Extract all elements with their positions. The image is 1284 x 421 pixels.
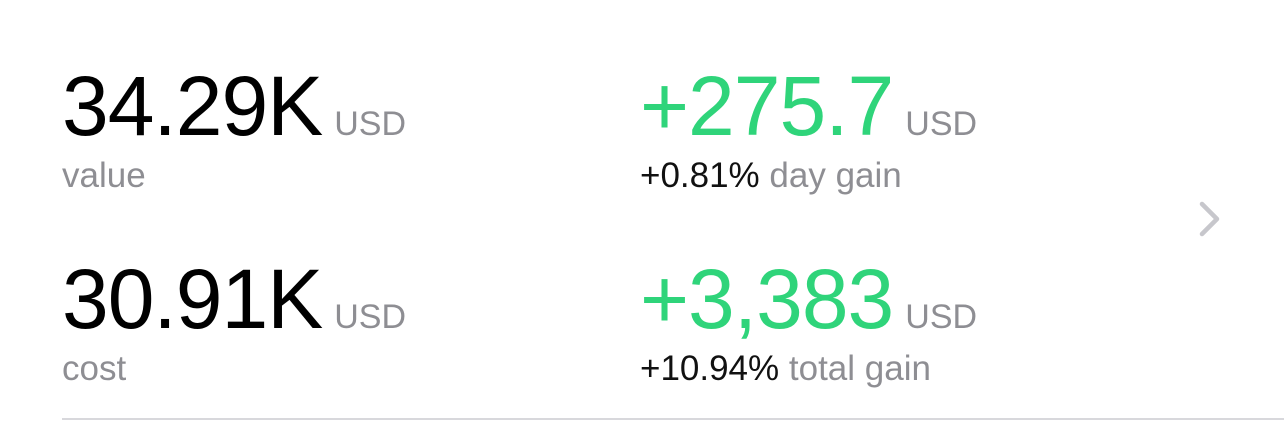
total-gain-percent: +10.94% xyxy=(640,349,780,388)
row-divider xyxy=(62,418,1284,420)
cost-label: cost xyxy=(62,349,127,388)
total-gain-caption: +10.94% total gain xyxy=(640,351,931,386)
day-gain-percent: +0.81% xyxy=(640,156,760,195)
total-gain: +3,383 USD +10.94% total gain xyxy=(640,257,977,386)
total-gain-amount: +3,383 xyxy=(640,252,894,346)
portfolio-value: 34.29K USD value xyxy=(62,64,406,193)
day-gain-caption: +0.81% day gain xyxy=(640,158,902,193)
cost-amount-row: 30.91K USD xyxy=(62,257,406,341)
day-gain: +275.7 USD +0.81% day gain xyxy=(640,64,977,193)
total-gain-amount-row: +3,383 USD xyxy=(640,257,977,341)
value-amount: 34.29K xyxy=(62,59,323,153)
cost-currency: USD xyxy=(334,298,407,336)
chevron-right-icon[interactable] xyxy=(1196,200,1224,238)
day-gain-amount: +275.7 xyxy=(640,59,894,153)
portfolio-cost: 30.91K USD cost xyxy=(62,257,406,386)
cost-amount: 30.91K xyxy=(62,252,323,346)
total-gain-currency: USD xyxy=(905,298,978,336)
day-gain-currency: USD xyxy=(905,105,978,143)
value-currency: USD xyxy=(334,105,407,143)
day-gain-label: day gain xyxy=(769,156,902,195)
day-gain-amount-row: +275.7 USD xyxy=(640,64,977,148)
value-label: value xyxy=(62,156,146,195)
value-caption: value xyxy=(62,158,146,193)
cost-caption: cost xyxy=(62,351,126,386)
total-gain-label: total gain xyxy=(788,349,931,388)
value-amount-row: 34.29K USD xyxy=(62,64,406,148)
